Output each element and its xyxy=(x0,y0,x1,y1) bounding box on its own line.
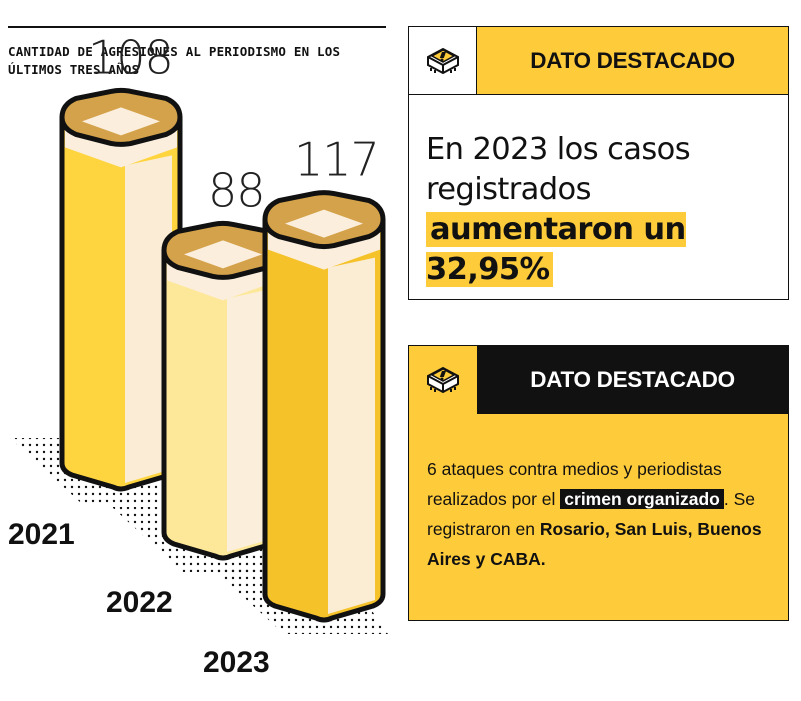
value-label-2022: 88 xyxy=(208,163,265,217)
card-2-title: DATO DESTACADO xyxy=(477,346,788,414)
card-2-text-middle: . Se registraron en xyxy=(427,489,756,539)
card-2-header: DATO DESTACADO xyxy=(409,346,788,414)
year-label-2021: 2021 xyxy=(8,518,75,551)
year-label-2022: 2022 xyxy=(106,586,173,619)
card-1-header: DATO DESTACADO xyxy=(409,27,788,95)
card-2-highlight: crimen organizado xyxy=(560,489,724,509)
isometric-bar-chart: 108 2021 88 2022 117 2023 xyxy=(8,30,388,679)
card-2-text: 6 ataques contra medios y periodistas re… xyxy=(427,454,774,574)
card-2-locations: Rosario, San Luis, Buenos Aires y CABA. xyxy=(427,519,762,569)
card-1-text: En 2023 los casos registrados aumentaron… xyxy=(426,130,778,290)
value-label-2023: 117 xyxy=(294,133,379,187)
top-rule xyxy=(8,26,386,28)
value-label-2021: 108 xyxy=(88,30,173,84)
card-1-title: DATO DESTACADO xyxy=(477,27,788,95)
year-label-2023: 2023 xyxy=(203,646,270,679)
card-2-text-start: 6 ataques contra medios y periodistas re… xyxy=(427,459,722,509)
bar-2023 xyxy=(262,190,386,623)
chart-title: CANTIDAD DE AGRESIONES AL PERIODISMO EN … xyxy=(8,44,341,77)
alert-chip-icon xyxy=(409,346,477,414)
card-1-highlight: aumentaron un 32,95% xyxy=(426,212,686,287)
bar-2021 xyxy=(59,87,183,492)
highlight-card-1: DATO DESTACADO En 2023 los casos registr… xyxy=(408,26,789,300)
alert-chip-icon xyxy=(409,27,477,95)
highlight-card-2: DATO DESTACADO 6 ataques contra medios y… xyxy=(408,345,789,621)
card-1-text-start: En 2023 los casos registrados xyxy=(426,132,691,207)
